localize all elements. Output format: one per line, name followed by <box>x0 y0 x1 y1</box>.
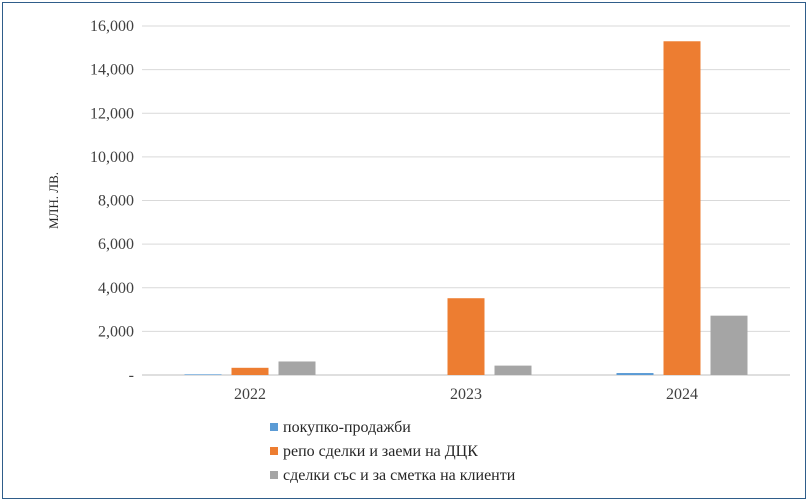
legend-swatch <box>270 447 278 455</box>
y-tick-label: 2,000 <box>98 323 134 340</box>
x-axis: 2022 2023 2024 <box>234 386 698 403</box>
x-tick-label: 2024 <box>666 386 698 403</box>
legend-swatch <box>270 423 278 431</box>
y-tick-label: - <box>129 367 134 384</box>
y-tick-label: 12,000 <box>90 105 134 122</box>
bar-2023-2 <box>447 298 485 375</box>
legend-label: покупко-продажби <box>283 419 411 436</box>
y-axis-label: МЛН. ЛВ. <box>46 172 61 229</box>
legend-swatch <box>270 471 278 479</box>
bars <box>184 41 748 376</box>
x-tick-label: 2022 <box>234 386 266 403</box>
y-tick-label: 4,000 <box>98 280 134 297</box>
bar-2024-3 <box>710 315 748 375</box>
bar-2023-3 <box>494 365 532 375</box>
bar-2022-3 <box>278 361 316 375</box>
y-tick-label: 8,000 <box>98 193 134 210</box>
y-tick-label: 14,000 <box>90 62 134 79</box>
x-tick-label: 2023 <box>450 386 482 403</box>
bar-2022-2 <box>231 367 269 375</box>
legend-label: репо сделки и заеми на ДЦК <box>283 443 478 460</box>
bar-2024-2 <box>663 41 701 376</box>
y-tick-label: 16,000 <box>90 18 134 35</box>
y-tick-label: 10,000 <box>90 149 134 166</box>
y-tick-label: 6,000 <box>98 236 134 253</box>
legend-label: сделки със и за сметка на клиенти <box>283 467 516 484</box>
y-axis: - 2,000 4,000 6,000 8,000 10,000 12,000 14,000 1… <box>90 18 134 384</box>
bar-2024-1 <box>616 373 654 375</box>
legend: покупко-продажби репо сделки и заеми на Д… <box>270 419 516 484</box>
bar-2022-1 <box>184 374 222 375</box>
